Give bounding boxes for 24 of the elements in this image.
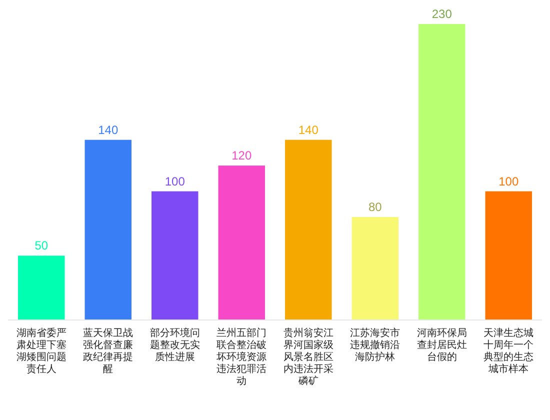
bar: [418, 24, 466, 320]
bar: [285, 140, 332, 320]
data-label: 80: [368, 200, 382, 214]
data-label: 140: [98, 122, 118, 137]
x-tick-label: 蓝天保卫战强化督查廉政纪律再提醒: [83, 327, 134, 375]
bar: [84, 140, 132, 320]
x-tick-label: 贵州翁安江界河国家级风景名胜区内违法开采磷矿: [283, 327, 334, 387]
data-label: 120: [232, 148, 252, 163]
bar: [152, 191, 198, 320]
x-tick-label: 江苏海安市违规撤销沿海防护林: [350, 327, 400, 363]
bar: [218, 166, 265, 320]
data-label: 50: [34, 238, 48, 253]
data-label: 100: [164, 174, 186, 188]
data-label: 230: [432, 7, 452, 21]
x-tick-label: 兰州五部门联合整治破坏环境资源违法犯罪活动: [216, 327, 267, 387]
x-tick-label: 湖南省委严肃处理下塞湖矮围问题责任人: [16, 327, 66, 375]
bar: [18, 256, 65, 320]
bar: [485, 191, 532, 320]
x-tick-label: 河南环保局查封居民灶台假的: [416, 327, 467, 363]
x-tick-label: 部分环境问题整改无实质性进展: [150, 327, 200, 363]
data-label: 100: [498, 174, 519, 188]
bar: [352, 217, 398, 320]
x-tick-label: 天津生态城十周年一个典型的生态城市样本: [484, 327, 534, 375]
data-label: 140: [298, 122, 319, 137]
